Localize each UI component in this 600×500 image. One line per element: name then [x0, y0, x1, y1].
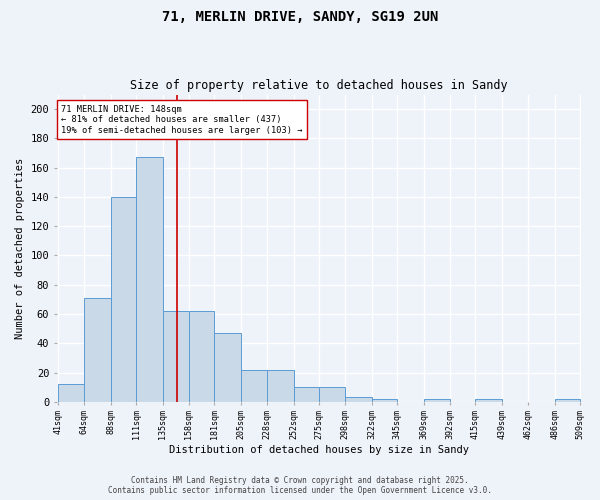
Bar: [188, 311, 214, 402]
Bar: [110, 197, 136, 402]
Bar: [345, 398, 371, 402]
Title: Size of property relative to detached houses in Sandy: Size of property relative to detached ho…: [130, 79, 508, 92]
Bar: [241, 370, 267, 402]
Bar: [319, 387, 345, 402]
Bar: [555, 399, 580, 402]
X-axis label: Distribution of detached houses by size in Sandy: Distribution of detached houses by size …: [169, 445, 469, 455]
Bar: [475, 399, 502, 402]
Bar: [136, 158, 163, 402]
Text: Contains HM Land Registry data © Crown copyright and database right 2025.
Contai: Contains HM Land Registry data © Crown c…: [108, 476, 492, 495]
Bar: [293, 387, 319, 402]
Y-axis label: Number of detached properties: Number of detached properties: [15, 158, 25, 339]
Bar: [84, 298, 110, 402]
Bar: [214, 333, 241, 402]
Bar: [371, 399, 397, 402]
Bar: [267, 370, 293, 402]
Text: 71 MERLIN DRIVE: 148sqm
← 81% of detached houses are smaller (437)
19% of semi-d: 71 MERLIN DRIVE: 148sqm ← 81% of detache…: [61, 105, 303, 134]
Bar: [424, 399, 450, 402]
Bar: [58, 384, 84, 402]
Bar: [163, 311, 188, 402]
Text: 71, MERLIN DRIVE, SANDY, SG19 2UN: 71, MERLIN DRIVE, SANDY, SG19 2UN: [162, 10, 438, 24]
